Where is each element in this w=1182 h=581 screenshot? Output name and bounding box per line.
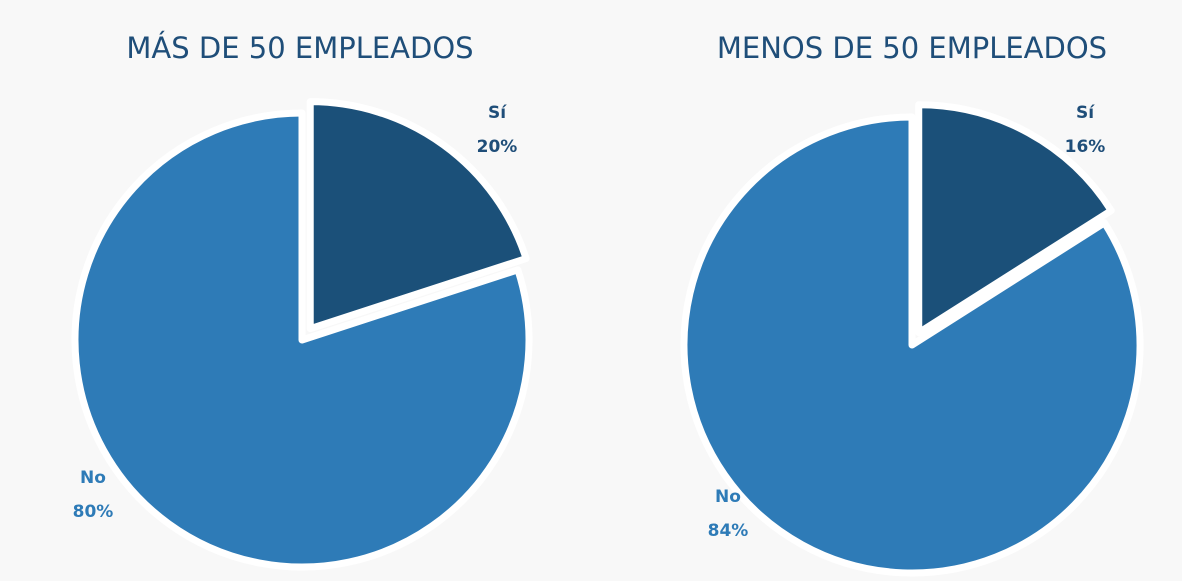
slice-category: Sí — [1076, 103, 1095, 123]
slice-value-label: 80% — [73, 502, 114, 522]
chart-title: MENOS DE 50 EMPLEADOS — [717, 31, 1107, 65]
slice-category: No — [715, 487, 741, 507]
slice-value-label: 16% — [1065, 137, 1106, 157]
slice-category: Sí — [488, 103, 507, 123]
pie-slice — [71, 109, 533, 571]
slice-value-label: 84% — [708, 521, 749, 541]
pie-slice — [915, 101, 1115, 337]
slice-value-label: 20% — [477, 137, 518, 157]
pie-slice — [306, 98, 530, 333]
slice-category: No — [80, 468, 106, 488]
pie-slice — [680, 113, 1144, 577]
chart-title: MÁS DE 50 EMPLEADOS — [126, 31, 473, 65]
